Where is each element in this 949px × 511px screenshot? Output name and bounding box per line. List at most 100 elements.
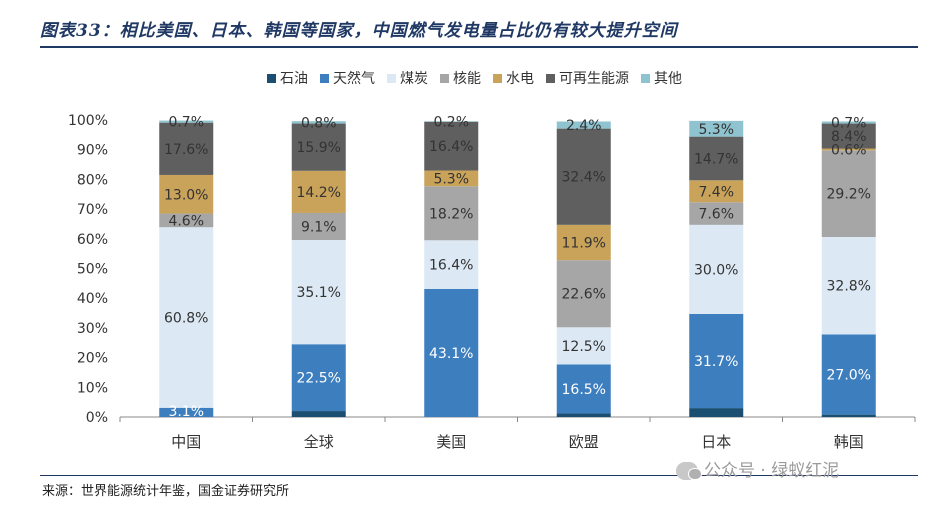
data-label: 14.2%: [297, 185, 341, 201]
x-tick-label: 日本: [701, 433, 731, 451]
legend-label: 天然气: [333, 71, 375, 87]
bar-segment: [159, 122, 214, 175]
legend-swatch: [440, 74, 449, 83]
data-label: 7.4%: [698, 184, 734, 200]
legend-label: 可再生能源: [559, 71, 629, 87]
bar-segment: [291, 239, 346, 345]
y-tick-label: 30%: [77, 321, 108, 337]
data-label: 5.3%: [433, 171, 469, 187]
legend-item: 核能: [440, 68, 481, 88]
bar-segment: [689, 202, 744, 225]
bar-segment: [556, 364, 611, 414]
y-tick-label: 10%: [77, 380, 108, 396]
y-tick-label: 0%: [86, 410, 108, 426]
bar-segment: [821, 237, 876, 335]
bar-segment: [424, 121, 479, 171]
bar-segment: [821, 123, 876, 149]
data-label: 30.0%: [694, 262, 738, 278]
y-tick-label: 70%: [77, 202, 108, 218]
bar-segment: [821, 150, 876, 238]
bar-segment: [821, 148, 876, 151]
y-tick-label: 100%: [68, 113, 108, 129]
data-label: 0.2%: [433, 114, 469, 130]
data-label: 32.4%: [562, 170, 606, 186]
bar-segment: [689, 313, 744, 409]
data-label: 29.2%: [827, 187, 871, 203]
bar-segment: [291, 121, 346, 124]
legend-swatch: [493, 74, 502, 83]
x-tick-label: 韩国: [834, 433, 864, 451]
legend-item: 石油: [267, 68, 308, 88]
bar-segment: [556, 413, 611, 417]
bar-segment: [424, 288, 479, 417]
data-label: 14.7%: [694, 151, 738, 167]
bar-segment: [556, 224, 611, 261]
x-tick-label: 美国: [436, 433, 466, 451]
data-label: 60.8%: [164, 311, 208, 327]
bar-segment: [424, 186, 479, 241]
data-label: 11.9%: [562, 236, 606, 252]
data-label: 16.4%: [429, 258, 473, 274]
legend-item: 可再生能源: [546, 68, 629, 88]
bar-segment: [689, 408, 744, 417]
wechat-icon: [676, 462, 702, 480]
chart-legend: 石油 天然气 煤炭 核能 水电 可再生能源 其他: [0, 68, 949, 88]
data-label: 32.8%: [827, 279, 871, 295]
legend-label: 水电: [506, 71, 534, 87]
bar-segment: [291, 411, 346, 417]
data-label: 17.6%: [164, 142, 208, 158]
bar-segment: [159, 120, 214, 123]
watermark-text: 公众号 · 绿蚁红泥: [704, 461, 840, 481]
bar-segment: [821, 334, 876, 415]
bar-segment: [291, 123, 346, 171]
legend-item: 煤炭: [387, 68, 428, 88]
data-label: 31.7%: [694, 354, 738, 370]
data-label: 43.1%: [429, 346, 473, 362]
bar-segment: [424, 240, 479, 289]
data-label: 0.7%: [168, 115, 204, 131]
y-tick-label: 90%: [77, 143, 108, 159]
legend-swatch: [267, 74, 276, 83]
data-label: 8.4%: [831, 129, 867, 145]
legend-label: 煤炭: [400, 71, 428, 87]
y-tick-label: 80%: [77, 172, 108, 188]
bar-segment: [689, 136, 744, 181]
data-label: 35.1%: [297, 285, 341, 301]
legend-item: 水电: [493, 68, 534, 88]
y-tick-label: 60%: [77, 232, 108, 248]
legend-item: 天然气: [320, 68, 375, 88]
data-label: 9.1%: [301, 219, 337, 235]
y-tick-label: 20%: [77, 351, 108, 367]
data-label: 0.6%: [831, 142, 867, 158]
bar-segment: [159, 174, 214, 214]
data-label: 0.8%: [301, 115, 337, 131]
legend-swatch: [546, 74, 555, 83]
data-label: 2.4%: [566, 118, 602, 134]
data-label: 15.9%: [297, 140, 341, 156]
bar-segment: [556, 260, 611, 328]
bar-segment: [159, 227, 214, 408]
y-tick-label: 50%: [77, 262, 108, 278]
legend-swatch: [320, 74, 329, 83]
data-label: 16.5%: [562, 382, 606, 398]
bar-segment: [291, 212, 346, 240]
legend-swatch: [387, 74, 396, 83]
bar-segment: [424, 170, 479, 187]
title-divider: [40, 46, 918, 48]
legend-item: 其他: [641, 68, 682, 88]
bar-segment: [689, 180, 744, 203]
source-note: 来源：世界能源统计年鉴，国金证券研究所: [42, 484, 290, 499]
bar-segment: [689, 224, 744, 314]
bar-segment: [291, 170, 346, 213]
bar-segment: [556, 128, 611, 225]
legend-label: 石油: [280, 71, 308, 87]
data-label: 4.6%: [168, 213, 204, 229]
bar-segment: [159, 407, 214, 417]
data-label: 5.3%: [698, 122, 734, 138]
bar-segment: [424, 121, 479, 122]
bar-segment: [821, 414, 876, 417]
chart-title: 图表33：相比美国、日本、韩国等国家，中国燃气发电量占比仍有较大提升空间: [40, 21, 678, 41]
data-label: 3.1%: [168, 404, 204, 420]
data-label: 27.0%: [827, 368, 871, 384]
